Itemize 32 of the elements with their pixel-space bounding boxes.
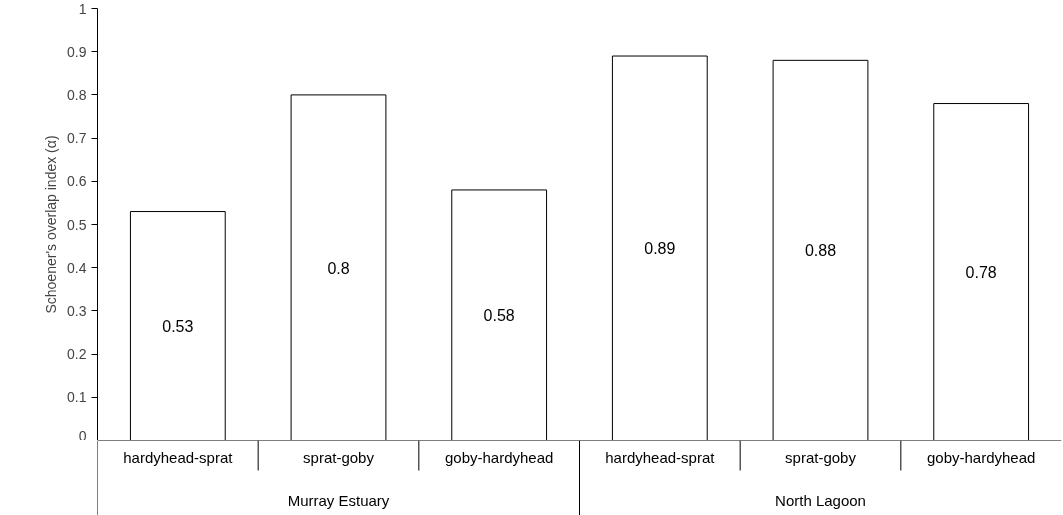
data-label: 0.89 <box>644 240 676 258</box>
data-label: 0.58 <box>483 307 515 325</box>
text: Murray Estuary <box>287 492 390 509</box>
y-tick-label: 0.1 <box>67 389 87 406</box>
y-axis-title: Schoener's overlap index (α) <box>43 135 60 314</box>
bar <box>451 189 548 440</box>
x-tick-label: sprat-goby <box>785 448 857 466</box>
y-tick-label: 0.9 <box>67 43 87 60</box>
y-tick-label: 0.2 <box>67 346 87 363</box>
y-tick-label: 0.4 <box>67 259 87 276</box>
y-tick-label: 0.6 <box>67 173 87 190</box>
data-label: 0.8 <box>327 259 350 277</box>
x-tick-label: goby-hardyhead <box>444 448 554 466</box>
data-label: 0.53 <box>162 318 194 336</box>
x-tick-label: goby-hardyhead <box>926 448 1036 466</box>
y-tick-label: 0.7 <box>67 130 87 147</box>
y-tick-label: 1 <box>78 0 87 17</box>
x-tick-label: sprat-goby <box>303 448 375 466</box>
bar <box>933 103 1030 440</box>
text: North Lagoon <box>775 492 866 509</box>
x-tick-label: hardyhead-sprat <box>605 448 716 466</box>
y-tick-label: 0.8 <box>67 86 87 103</box>
bar <box>611 55 708 440</box>
bar <box>290 94 387 440</box>
data-label: 0.78 <box>965 264 997 282</box>
y-tick-label: 0.5 <box>67 216 87 233</box>
bar <box>129 211 226 440</box>
data-label: 0.88 <box>804 242 837 260</box>
bar <box>772 59 869 440</box>
y-tick-label: 0.3 <box>67 302 87 319</box>
x-tick-label: hardyhead-sprat <box>123 448 234 466</box>
y-tick-label: 0 <box>78 427 87 444</box>
